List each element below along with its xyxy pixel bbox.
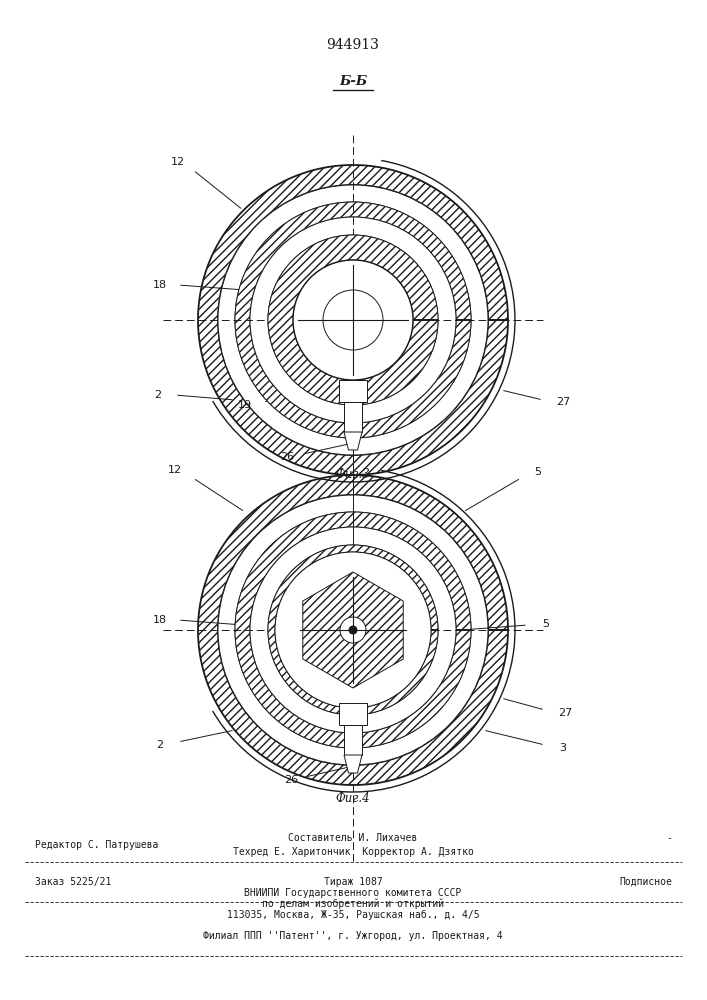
Text: Б-Б: Б-Б (339, 75, 367, 88)
Text: Фиг.4: Фиг.4 (336, 792, 370, 804)
Text: 12: 12 (168, 465, 182, 475)
Polygon shape (344, 432, 362, 450)
Text: Редактор С. Патрушева: Редактор С. Патрушева (35, 840, 158, 850)
Text: 5: 5 (534, 467, 542, 477)
Text: Фиг.3: Фиг.3 (336, 468, 370, 482)
Bar (344, 402, 362, 432)
Text: Составитель И. Лихачев: Составитель И. Лихачев (288, 833, 418, 843)
Circle shape (293, 260, 413, 380)
Text: 3: 3 (559, 743, 566, 753)
Text: Филиал ППП ''Патент'', г. Ужгород, ул. Проектная, 4: Филиал ППП ''Патент'', г. Ужгород, ул. П… (203, 931, 503, 941)
Text: 27: 27 (556, 397, 570, 407)
Text: Тираж 1087: Тираж 1087 (324, 877, 382, 887)
Text: по делам изобретений и открытий: по делам изобретений и открытий (262, 899, 444, 909)
Polygon shape (303, 572, 403, 688)
Bar (344, 725, 362, 755)
Text: 5: 5 (542, 619, 549, 629)
Text: 2: 2 (154, 390, 162, 400)
Text: Техред Е. Харитончик  Корректор А. Дзятко: Техред Е. Харитончик Корректор А. Дзятко (233, 847, 474, 857)
Polygon shape (198, 475, 508, 785)
Text: Б-Б: Б-Б (339, 413, 367, 426)
Circle shape (340, 617, 366, 643)
Text: Подписное: Подписное (619, 877, 672, 887)
Polygon shape (198, 165, 508, 475)
Polygon shape (235, 512, 471, 748)
Circle shape (275, 552, 431, 708)
Polygon shape (268, 545, 438, 715)
Text: -: - (666, 833, 672, 843)
Circle shape (349, 626, 357, 634)
Text: Заказ 5225/21: Заказ 5225/21 (35, 877, 112, 887)
Bar (339, 703, 367, 725)
Text: 5: 5 (349, 431, 357, 444)
Circle shape (218, 495, 488, 765)
Text: 113035, Москва, Ж-35, Раушская наб., д. 4/5: 113035, Москва, Ж-35, Раушская наб., д. … (227, 910, 479, 920)
Text: 18: 18 (153, 280, 167, 290)
Text: 12: 12 (171, 157, 185, 167)
Text: 19: 19 (238, 400, 252, 410)
Bar (339, 380, 367, 402)
Circle shape (250, 217, 456, 423)
Text: 2: 2 (156, 740, 163, 750)
Polygon shape (344, 755, 362, 773)
Text: 27: 27 (558, 708, 572, 718)
Text: 18: 18 (153, 615, 167, 625)
Circle shape (250, 527, 456, 733)
Circle shape (218, 185, 488, 455)
Text: 26: 26 (280, 452, 294, 462)
Text: ВНИИПИ Государственного комитета СССР: ВНИИПИ Государственного комитета СССР (245, 888, 462, 898)
Text: 26: 26 (284, 775, 298, 785)
Polygon shape (268, 235, 438, 405)
Polygon shape (235, 202, 471, 438)
Circle shape (323, 290, 383, 350)
Text: 944913: 944913 (327, 38, 380, 52)
